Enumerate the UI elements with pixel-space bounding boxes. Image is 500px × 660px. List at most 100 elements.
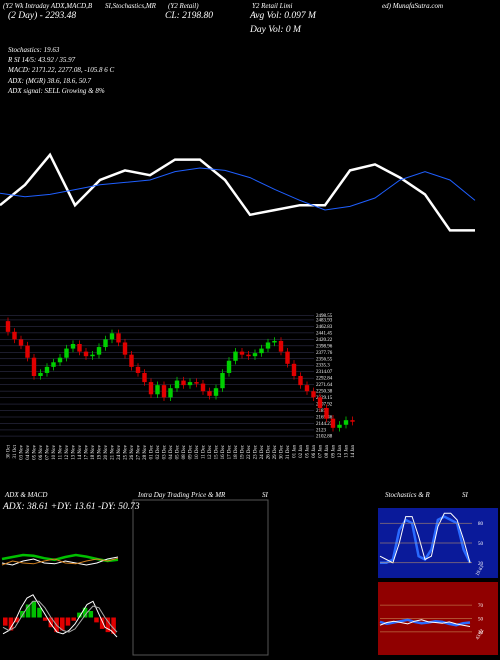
macd-bar bbox=[48, 617, 54, 628]
date-label: 14 Nov bbox=[78, 445, 83, 460]
date-label: 06 Nov bbox=[39, 445, 44, 460]
indicator-line bbox=[1, 556, 119, 566]
candle-body bbox=[233, 351, 238, 361]
date-label: 11 Nov bbox=[59, 445, 64, 460]
candle-body bbox=[90, 354, 95, 357]
date-label: 08 Dec bbox=[182, 444, 187, 459]
date-label: 14 Jan bbox=[351, 445, 356, 458]
header-text: (Y2 Wk Intraday ADX,MACD,B bbox=[3, 2, 93, 10]
candle-body bbox=[161, 385, 167, 398]
date-label: 05 Nov bbox=[33, 445, 38, 460]
indicator-line bbox=[0, 167, 476, 211]
candle-body bbox=[226, 360, 232, 373]
candle-body bbox=[278, 340, 284, 352]
stat-line: MACD: 2171.22, 2277.08, -105.8 6 C bbox=[7, 66, 114, 74]
candle-body bbox=[291, 363, 297, 376]
y-tick-label: 2123 bbox=[316, 428, 327, 433]
y-tick-label: 2356.55 bbox=[316, 357, 333, 362]
macd-bar bbox=[25, 604, 31, 618]
date-label: 24 Nov bbox=[117, 445, 122, 460]
macd-bar bbox=[77, 612, 82, 618]
date-label: 05 Jan bbox=[306, 445, 311, 458]
date-label: 05 Dec bbox=[176, 444, 181, 459]
indicator-line bbox=[1, 557, 119, 566]
candle-body bbox=[18, 339, 24, 346]
date-label: 20 Nov bbox=[104, 445, 109, 460]
candle-body bbox=[239, 351, 245, 355]
macd-bar bbox=[111, 617, 116, 634]
header-close: CL: 2198.80 bbox=[165, 11, 213, 21]
candle-body bbox=[187, 382, 193, 386]
stat-line: ADX: (MGR) 38.6, 18.6, 50.7 bbox=[7, 77, 92, 85]
date-label: 18 Dec bbox=[234, 444, 239, 459]
header-avg-vol: Avg Vol: 0.097 M bbox=[249, 11, 317, 21]
header-price: (2 Day) - 2293.48 bbox=[8, 10, 76, 21]
date-label: 18 Nov bbox=[91, 445, 96, 460]
panel-title: Intra Day Trading Price & MR bbox=[137, 491, 226, 499]
date-label: 07 Nov bbox=[46, 445, 51, 460]
candle-body bbox=[304, 385, 310, 392]
date-label: 13 Jan bbox=[345, 445, 350, 458]
date-label: 17 Dec bbox=[228, 444, 233, 459]
y-tick-label: 2229.15 bbox=[316, 396, 333, 401]
date-label: 12 Nov bbox=[65, 445, 70, 460]
date-label: 16 Dec bbox=[221, 444, 226, 459]
panel-title: Stochastics & R bbox=[385, 491, 430, 499]
macd-bar bbox=[82, 607, 88, 618]
y-tick-label: 50 bbox=[478, 618, 484, 623]
candle-body bbox=[64, 348, 69, 358]
y-tick-label: 2207.92 bbox=[316, 403, 333, 408]
date-label: 04 Nov bbox=[26, 445, 31, 460]
macd-bar bbox=[65, 617, 71, 626]
candle-body bbox=[122, 342, 128, 355]
candle-body bbox=[31, 357, 37, 376]
date-label: 12 Jan bbox=[338, 445, 343, 458]
candle-body bbox=[337, 424, 342, 428]
indicator-line bbox=[0, 152, 475, 232]
candle-body bbox=[324, 408, 329, 419]
candle-body bbox=[330, 418, 336, 428]
y-tick-label: 2292.84 bbox=[316, 377, 333, 382]
date-label: 12 Dec bbox=[208, 444, 213, 459]
macd-bar bbox=[94, 617, 99, 623]
candle-body bbox=[12, 331, 17, 340]
y-tick-label: 2102.88 bbox=[316, 435, 333, 440]
candle-body bbox=[83, 351, 89, 357]
candle-body bbox=[70, 344, 76, 349]
candle-body bbox=[285, 351, 290, 364]
y-tick-label: 2498.55 bbox=[316, 314, 333, 319]
date-label: 30 Oct bbox=[7, 444, 12, 458]
indicator-line bbox=[2, 600, 118, 633]
stat-line: R SI 14/5: 43.92 / 35.97 bbox=[7, 56, 76, 64]
date-label: 25 Nov bbox=[124, 445, 129, 460]
candle-body bbox=[155, 385, 160, 395]
stat-line: ADX signal: SELL Growing & 8% bbox=[7, 87, 105, 95]
candle-body bbox=[207, 391, 212, 396]
y-tick-label: 70 bbox=[478, 604, 484, 609]
candle-body bbox=[44, 366, 50, 373]
candle-body bbox=[298, 376, 303, 386]
candle-body bbox=[246, 354, 251, 357]
y-tick-label: 20 bbox=[478, 562, 484, 567]
date-label: 10 Dec bbox=[195, 444, 200, 459]
macd-bar bbox=[60, 617, 65, 631]
y-tick-label: 2377.76 bbox=[316, 351, 333, 356]
y-tick-label: 30 bbox=[478, 631, 484, 636]
candle-body bbox=[116, 333, 121, 343]
candle-body bbox=[220, 372, 225, 389]
indicator-line bbox=[379, 512, 471, 564]
macd-bar bbox=[88, 611, 94, 618]
date-label: 19 Dec bbox=[241, 444, 246, 459]
macd-bar bbox=[105, 617, 111, 633]
candle-body bbox=[272, 340, 277, 343]
macd-bar bbox=[71, 617, 76, 621]
panel-label: ADX: 38.61 +DY: 13.61 -DY: 50.73 bbox=[2, 502, 140, 512]
header-text: SI,Stochastics,MR bbox=[105, 2, 157, 10]
intraday-panel bbox=[132, 499, 269, 656]
y-tick-label: 2187 bbox=[316, 409, 327, 414]
candle-body bbox=[109, 333, 115, 340]
candle-body bbox=[194, 382, 199, 384]
y-tick-label: 50 bbox=[478, 542, 484, 547]
